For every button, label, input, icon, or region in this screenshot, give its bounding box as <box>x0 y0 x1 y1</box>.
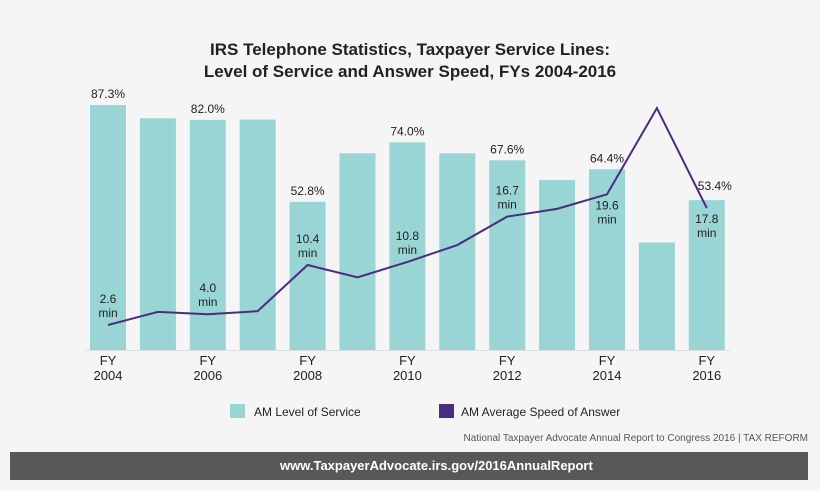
bar-data-label: 82.0% <box>191 102 225 116</box>
x-tick-label: FY <box>399 353 416 368</box>
line-data-unit: min <box>398 243 417 257</box>
footer-url[interactable]: www.TaxpayerAdvocate.irs.gov/2016AnnualR… <box>280 458 593 473</box>
x-tick-label: 2016 <box>692 368 721 383</box>
x-tick-label: 2012 <box>493 368 522 383</box>
bar <box>589 169 625 350</box>
line-data-label: 19.6 <box>595 198 619 212</box>
bar-data-label: 87.3% <box>91 87 125 101</box>
x-tick-label: FY <box>499 353 516 368</box>
line-data-label: 10.4 <box>296 232 320 246</box>
bar-data-label: 53.4% <box>698 179 732 193</box>
x-tick-label: 2006 <box>193 368 222 383</box>
x-tick-label: FY <box>299 353 316 368</box>
line-data-label: 4.0 <box>199 281 216 295</box>
bar-data-label: 67.6% <box>490 142 524 156</box>
bar <box>239 119 276 350</box>
bar <box>638 242 675 350</box>
line-data-label: 2.6 <box>100 292 117 306</box>
line-data-unit: min <box>597 212 616 226</box>
line-data-label: 16.7 <box>496 184 520 198</box>
line-data-unit: min <box>498 198 517 212</box>
x-tick-label: 2008 <box>293 368 322 383</box>
bar-data-label: 64.4% <box>590 151 624 165</box>
source-note: National Taxpayer Advocate Annual Report… <box>463 433 808 444</box>
line-data-unit: min <box>697 226 716 240</box>
legend-swatch-level-of-service <box>230 404 245 418</box>
chart-title-line: IRS Telephone Statistics, Taxpayer Servi… <box>210 40 610 59</box>
bar <box>489 160 526 350</box>
x-tick-label: 2010 <box>393 368 422 383</box>
bar <box>90 105 126 351</box>
bar <box>189 119 226 351</box>
line-data-unit: min <box>98 306 117 320</box>
chart-title-line: Level of Service and Answer Speed, FYs 2… <box>204 62 616 81</box>
x-tick-label: 2004 <box>94 368 123 383</box>
bar-data-label: 74.0% <box>390 124 424 138</box>
bar <box>688 200 725 350</box>
speed-line <box>107 106 708 326</box>
bar-data-label: 52.8% <box>291 184 325 198</box>
x-tick-label: FY <box>100 353 117 368</box>
x-tick-label: FY <box>698 353 715 368</box>
x-tick-label: FY <box>199 353 216 368</box>
x-tick-label: 2014 <box>593 368 622 383</box>
bar <box>339 153 376 350</box>
line-data-label: 10.8 <box>396 229 420 243</box>
footer-bar: www.TaxpayerAdvocate.irs.gov/2016AnnualR… <box>10 452 808 480</box>
line-data-unit: min <box>298 246 317 260</box>
legend-label: AM Average Speed of Answer <box>461 405 620 419</box>
line-data-label: 17.8 <box>695 212 719 226</box>
legend-label: AM Level of Service <box>254 405 361 419</box>
bar <box>439 153 476 350</box>
line-data-unit: min <box>198 295 217 309</box>
x-tick-label: FY <box>599 353 616 368</box>
legend-swatch-speed-of-answer <box>439 404 454 418</box>
bar <box>389 142 426 350</box>
